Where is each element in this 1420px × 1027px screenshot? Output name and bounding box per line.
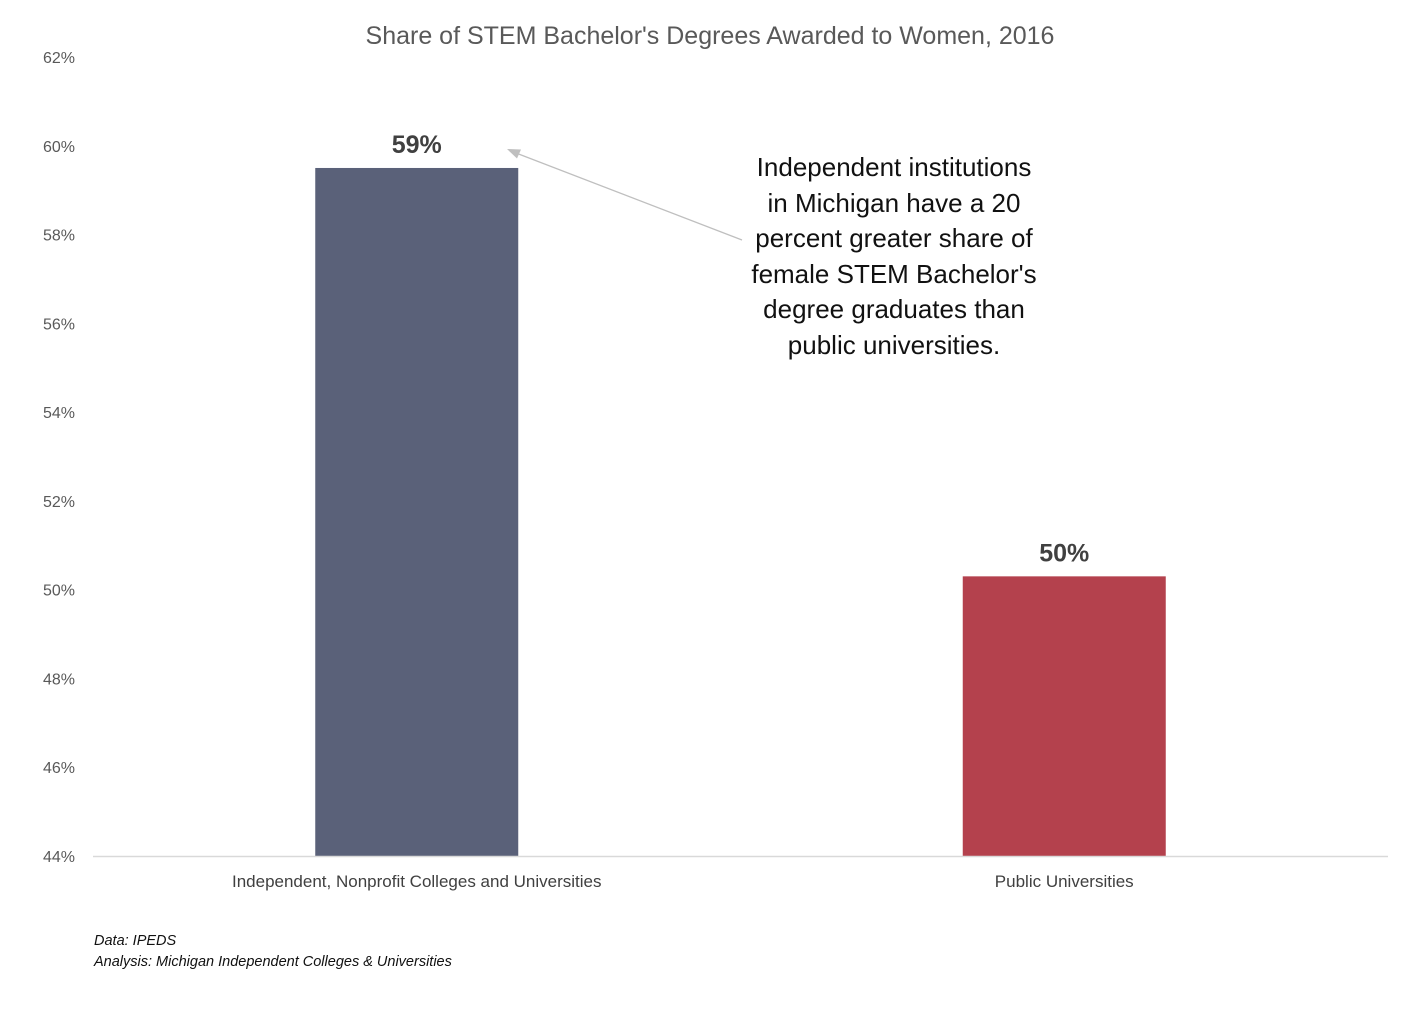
y-tick-label: 46%	[43, 760, 75, 777]
annotation-arrow-line	[515, 152, 743, 241]
data-label: 50%	[1039, 539, 1089, 567]
category-label: Public Universities	[995, 872, 1134, 891]
annotation-arrow	[507, 149, 743, 241]
y-tick-label: 58%	[43, 228, 75, 245]
y-tick-label: 50%	[43, 583, 75, 600]
y-tick-label: 52%	[43, 494, 75, 511]
analysis-note: Analysis: Michigan Independent Colleges …	[94, 954, 452, 970]
y-tick-label: 62%	[43, 50, 75, 67]
y-tick-label: 56%	[43, 316, 75, 333]
annotation-callout: Independent institutions in Michigan hav…	[751, 152, 1037, 360]
bars	[315, 167, 1166, 856]
y-tick-label: 48%	[43, 671, 75, 688]
y-axis-ticks: 44% 46% 48% 50% 52% 54% 56% 58% 60% 62%	[43, 50, 75, 866]
chart-title: Share of STEM Bachelor's Degrees Awarded…	[366, 22, 1055, 50]
bar-independent	[315, 167, 519, 856]
annotation-arrowhead	[507, 149, 521, 159]
data-label: 59%	[392, 131, 442, 159]
category-label: Independent, Nonprofit Colleges and Univ…	[232, 872, 602, 891]
y-tick-label: 44%	[43, 849, 75, 866]
y-tick-label: 60%	[43, 139, 75, 156]
data-labels: 59% 50%	[392, 131, 1090, 567]
bar-public	[962, 576, 1166, 856]
data-source-note: Data: IPEDS	[94, 933, 177, 949]
category-labels: Independent, Nonprofit Colleges and Univ…	[232, 872, 1134, 891]
y-tick-label: 54%	[43, 405, 75, 422]
